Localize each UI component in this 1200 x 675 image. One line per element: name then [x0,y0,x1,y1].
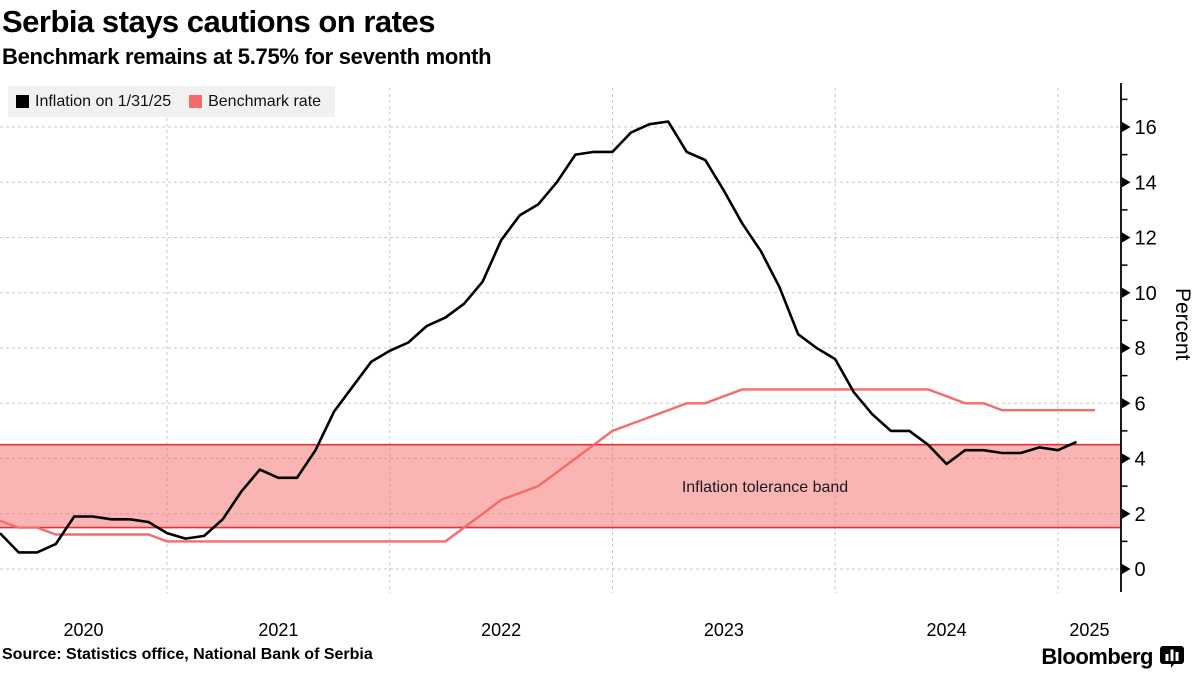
page-subtitle: Benchmark remains at 5.75% for seventh m… [2,44,492,69]
legend-label-inflation: Inflation on 1/31/25 [35,92,172,110]
x-tick-label: 2023 [704,620,744,640]
page-title: Serbia stays cautions on rates [2,4,435,39]
bloomberg-wordmark: Bloomberg [1041,644,1153,669]
y-tick-label: 6 [1135,393,1146,415]
x-tick-label: 2024 [927,620,967,640]
y-tick-label: 16 [1135,117,1157,139]
y-tick-label: 0 [1135,559,1146,581]
y-tick-arrow-icon [1122,564,1131,574]
chart-legend: Inflation on 1/31/25 Benchmark rate [8,86,336,117]
y-tick-arrow-icon [1122,287,1131,298]
bloomberg-chart-bars-icon [1160,646,1184,668]
bloomberg-logo: Bloomberg [1041,644,1184,670]
benchmark-swatch-icon [189,95,203,108]
y-tick-arrow-icon [1122,508,1131,519]
y-tick-arrow-icon [1122,177,1131,188]
x-tick-label: 2022 [481,620,521,640]
tolerance-band-label: Inflation tolerance band [681,479,849,496]
inflation-swatch-icon [16,95,29,108]
legend-item-benchmark: Benchmark rate [189,93,321,111]
y-tick-arrow-icon [1122,398,1131,409]
y-tick-label: 10 [1135,283,1157,305]
x-tick-label: 2025 [1069,620,1109,640]
y-tick-arrow-icon [1122,453,1131,464]
y-tick-label: 12 [1135,228,1157,250]
y-tick-arrow-icon [1122,343,1131,353]
legend-label-benchmark: Benchmark rate [208,92,322,110]
y-axis-title: Percent [1171,288,1194,361]
benchmark-rate-line [0,388,1095,543]
x-tick-label: 2020 [63,620,103,640]
y-tick-label: 14 [1135,172,1157,194]
y-tick-label: 2 [1135,504,1146,526]
y-tick-label: 8 [1135,338,1146,360]
inflation-line [0,120,1078,554]
legend-item-inflation: Inflation on 1/31/25 [16,93,171,111]
source-note: Source: Statistics office, National Bank… [2,646,373,663]
tolerance-band [0,444,1121,528]
y-tick-arrow-icon [1122,232,1131,243]
y-tick-label: 4 [1135,449,1146,471]
y-tick-arrow-icon [1122,122,1131,132]
x-tick-label: 2021 [258,620,298,640]
